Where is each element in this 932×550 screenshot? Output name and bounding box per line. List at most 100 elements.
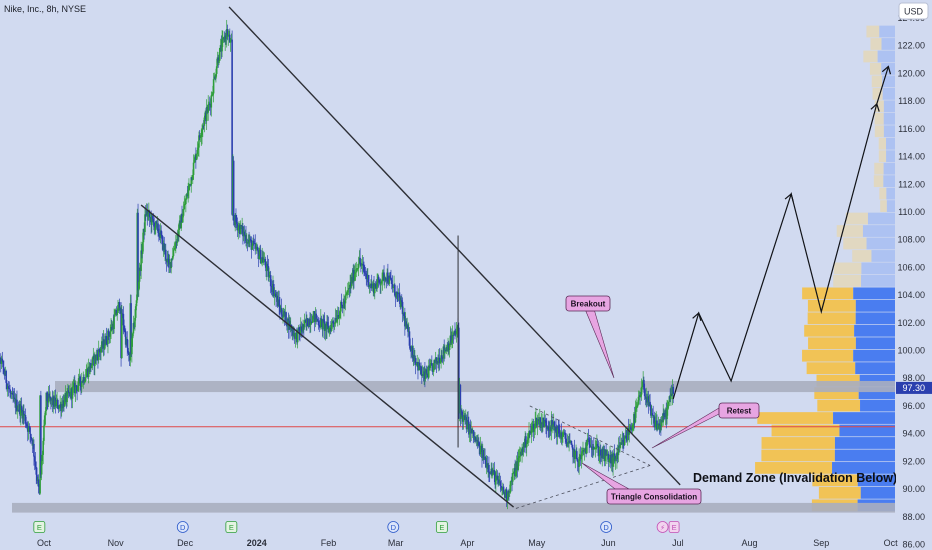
candle-body [483,457,486,460]
candle-body [28,426,31,428]
candle-body [475,437,477,442]
candle-body [192,162,195,176]
candle-body [581,451,584,454]
earnings-marker-box[interactable] [33,521,46,533]
currency-button-box[interactable] [898,2,929,20]
candle-body [590,446,593,448]
candle-body [338,316,341,319]
candle-body [374,283,377,287]
volume-profile-bar-sell [836,225,863,237]
candle-body [530,429,533,434]
candle-body [203,117,206,126]
candle-body [635,406,638,410]
time-axis: Oct Nov Dec 2024 Feb Mar Apr May Jun Jul Aug Sep Oct [37,538,898,548]
volume-profile-bar-sell [808,337,856,350]
earnings-marker-box[interactable] [435,521,448,533]
earnings-marker[interactable]: E [33,521,46,533]
candle-body [181,215,184,223]
volume-profile-bar-sell [757,412,834,424]
dividend-marker[interactable]: D [387,521,400,533]
volume-profile-bar-buy [867,212,895,225]
earnings-marker[interactable]: E [435,521,448,533]
earnings-marker-label[interactable]: E [672,523,677,532]
volume-profile-bar-sell [874,125,884,138]
dividend-marker-label[interactable]: D [391,523,397,532]
candle-body [44,411,47,416]
dividend-marker-circle[interactable] [176,521,189,533]
volume-profile-bar-sell [878,137,887,150]
candle-body [46,392,48,401]
projection-arrowhead [881,65,892,75]
candle-body [87,366,90,377]
candle-body [161,236,164,250]
candle-body [107,330,110,336]
retest-callout-box [718,402,760,419]
candle-body [583,448,586,452]
volume-profile-bar-sell [804,324,855,337]
currency-button-label[interactable]: USD [904,7,924,17]
candle-body [357,263,360,269]
candle-body [72,386,75,388]
candle-body [17,409,20,411]
candle-body [33,456,36,462]
earnings-marker-label[interactable]: E [37,523,42,532]
dividend-marker[interactable]: D [600,521,613,533]
earnings-marker-label[interactable]: E [229,523,234,532]
earnings-marker[interactable]: E [225,521,238,533]
dividend-marker-circle[interactable] [387,521,400,533]
dividend-marker[interactable]: D [176,521,189,533]
earnings-marker-box[interactable] [668,521,680,533]
candle-body [622,439,624,443]
candle-body [66,391,68,403]
candle-body [122,313,125,326]
earnings-marker-label[interactable]: E [439,523,444,532]
candle-body [425,369,428,375]
candle-body [596,443,598,448]
split-icon[interactable] [656,521,669,533]
candle-body [400,300,403,302]
currency-button[interactable]: USD [898,2,929,20]
volume-profile-bar-buy [855,299,895,312]
candle-body [57,399,59,409]
candle-body [640,386,643,395]
candle-body [198,135,201,138]
price-tick-label: 118.00 [898,96,925,106]
lower-trendline [140,204,515,508]
candle-body [392,286,395,289]
lightning-icon[interactable]: ⚡ [660,524,665,532]
volume-profile-bar-sell [812,474,858,487]
candle-body [140,250,142,272]
time-tick-label: May [528,538,546,548]
candle-body [479,446,482,455]
candle-body [29,427,31,434]
candle-body [235,222,238,224]
dividend-marker-label[interactable]: D [180,523,186,532]
earnings-marker-box[interactable] [225,521,238,533]
candle-body [659,425,661,430]
dividend-marker-label[interactable]: D [603,523,609,532]
candle-body [30,437,33,440]
candle-body [30,433,32,438]
candle-body [598,455,600,457]
candle-body [441,355,443,359]
candle-body [459,385,462,419]
candle-body [173,248,176,250]
candle-body [138,267,141,282]
earnings-marker[interactable]: ⚡ E [656,521,680,533]
candle-body [493,469,496,473]
candle-body [1,358,4,362]
time-tick-label: Jun [601,538,616,548]
volume-profile-bar-buy [886,187,895,200]
time-tick-label: Feb [321,538,337,548]
candle-body [281,314,284,319]
candle-body [540,422,543,428]
candle-body [138,281,140,291]
candle-body [80,381,83,387]
candle-body [306,318,309,326]
candle-body [607,453,610,462]
dividend-marker-circle[interactable] [600,521,613,533]
volume-profile-bar-buy [886,150,895,163]
candle-body [505,489,508,502]
candle-body [40,395,42,475]
